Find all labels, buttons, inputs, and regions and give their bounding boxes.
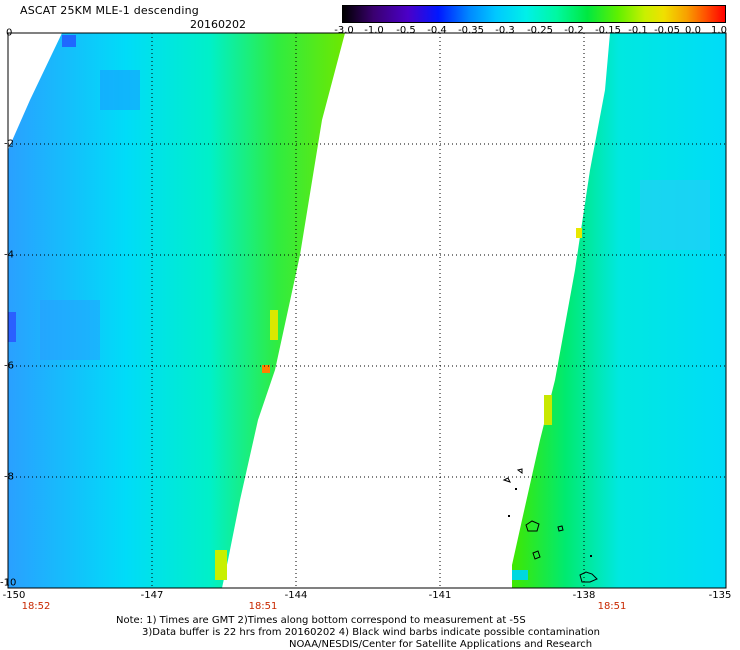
colorbar-tick: -0.35	[458, 25, 484, 36]
note-line-1: Note: 1) Times are GMT 2)Times along bot…	[116, 615, 526, 626]
colorbar-tick: -0.5	[396, 25, 416, 36]
colorbar-tick: 1.0	[711, 25, 727, 36]
map-frame	[7, 32, 727, 589]
x-axis-label: -150	[2, 590, 26, 601]
colorbar-tick: -0.05	[654, 25, 680, 36]
y-axis-label: -2	[4, 138, 14, 150]
y-axis-label: -4	[4, 249, 14, 261]
map-title: ASCAT 25KM MLE-1 descending	[20, 4, 199, 17]
data-cell	[100, 70, 140, 110]
y-axis-label: 0	[6, 27, 13, 39]
data-cell	[640, 180, 710, 250]
colorbar-tick: 0.0	[685, 25, 701, 36]
map-date: 20160202	[190, 18, 246, 31]
time-label: 18:51	[248, 601, 278, 612]
colorbar-tick: -0.2	[564, 25, 584, 36]
colorbar	[342, 5, 726, 23]
colorbar-tick: -0.15	[595, 25, 621, 36]
data-cell	[544, 395, 552, 425]
data-cell	[262, 365, 270, 373]
colorbar-tick: -0.4	[427, 25, 447, 36]
data-cell	[8, 312, 16, 342]
x-axis-label: -147	[140, 590, 164, 601]
note-line-3: NOAA/NESDIS/Center for Satellite Applica…	[289, 639, 593, 650]
data-cell	[62, 35, 76, 47]
x-axis-label: -135	[708, 590, 732, 601]
colorbar-tick: -0.1	[628, 25, 648, 36]
map-grid	[8, 32, 726, 588]
colorbar-tick: -1.0	[364, 25, 384, 36]
island-dots	[508, 488, 592, 557]
y-axis-label: -8	[4, 471, 14, 483]
satellite-swath-left	[8, 33, 345, 588]
data-cell	[512, 570, 528, 580]
note-line-2: 3)Data buffer is 22 hrs from 20160202 4)…	[142, 627, 600, 638]
x-axis-label: -141	[428, 590, 452, 601]
x-axis-label: -144	[284, 590, 308, 601]
y-axis-label: -10	[0, 577, 17, 589]
time-label: 18:51	[597, 601, 627, 612]
data-cell	[40, 300, 100, 360]
satellite-swath-right	[512, 33, 726, 588]
data-cell	[576, 228, 582, 238]
data-cell	[215, 550, 227, 580]
island-outlines	[502, 468, 598, 583]
x-axis-label: -138	[572, 590, 596, 601]
data-cell	[270, 310, 278, 340]
colorbar-tick: -0.25	[527, 25, 553, 36]
colorbar-tick: -0.3	[495, 25, 515, 36]
colorbar-tick: -3.0	[334, 25, 354, 36]
y-axis-label: -6	[4, 360, 14, 372]
time-label: 18:52	[21, 601, 51, 612]
